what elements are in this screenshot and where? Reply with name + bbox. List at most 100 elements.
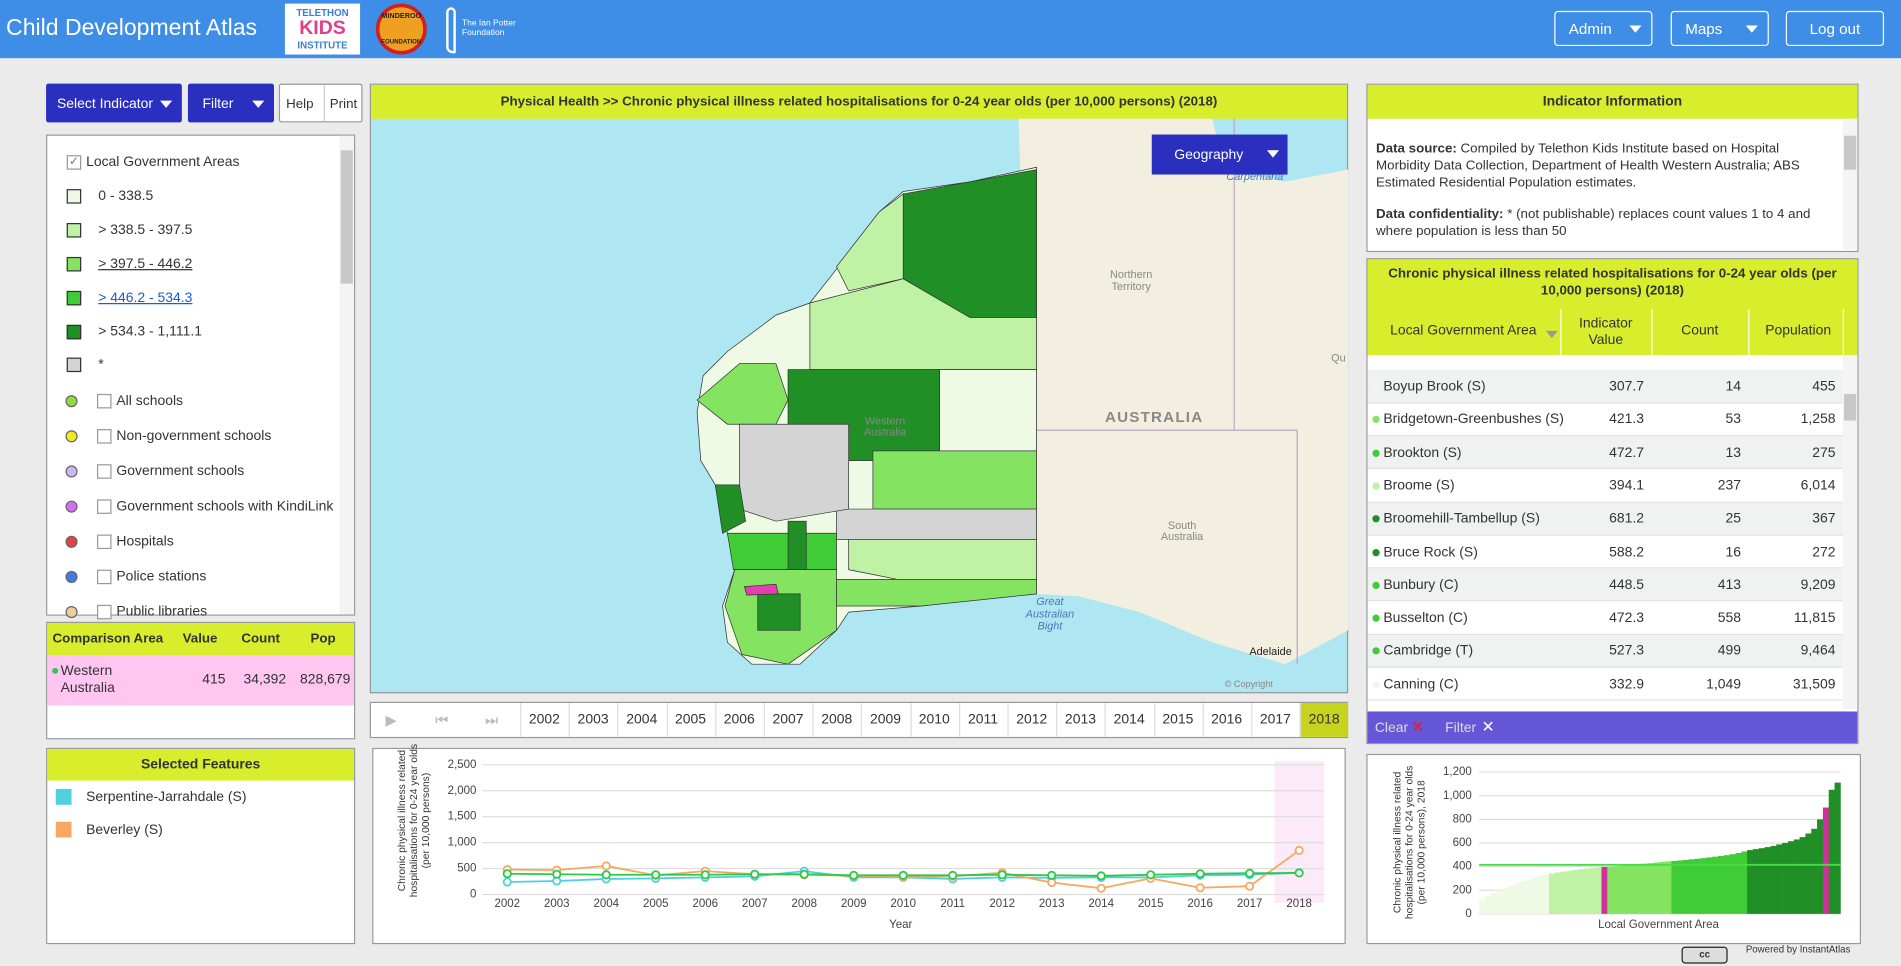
- year-cell[interactable]: [1153, 702, 1203, 737]
- table-cell: 31,509: [1792, 677, 1836, 692]
- panel-title: Selected Features: [140, 757, 261, 773]
- table-cell: 237: [1717, 478, 1741, 494]
- table-title-bar: [1367, 259, 1858, 356]
- column-header[interactable]: Population: [1765, 323, 1832, 339]
- year-label[interactable]: 2015: [1162, 712, 1194, 728]
- year-cell[interactable]: [666, 702, 715, 737]
- info-text: Compiled by Telethon Kids Institute base…: [1376, 141, 1800, 191]
- class-dot: [1372, 449, 1380, 457]
- year-label[interactable]: 2005: [675, 712, 707, 728]
- caret: [252, 100, 265, 108]
- nav-button[interactable]: [1670, 10, 1769, 47]
- checkbox[interactable]: [96, 393, 112, 409]
- column-header[interactable]: Count: [1681, 323, 1719, 339]
- timeline-control[interactable]: ▶: [385, 711, 397, 729]
- table-cell: 11,815: [1793, 610, 1836, 626]
- year-cell[interactable]: [1104, 702, 1154, 737]
- timeline-control[interactable]: ⏮: [435, 711, 449, 729]
- feature-label: Police stations: [116, 569, 207, 585]
- year-cell[interactable]: [715, 702, 764, 737]
- checkbox[interactable]: [96, 534, 112, 550]
- year-label[interactable]: 2018: [1308, 712, 1340, 728]
- legend-label: > 397.5 - 446.2: [98, 256, 193, 272]
- legend-panel: [46, 134, 356, 616]
- bar-chart-panel: [1366, 753, 1861, 945]
- lga-name: Bruce Rock (S): [1383, 544, 1478, 560]
- table-cell: 558: [1717, 610, 1741, 626]
- year-cell[interactable]: [861, 702, 910, 737]
- table-row[interactable]: [1367, 403, 1843, 437]
- column-header[interactable]: Local Government Area: [1390, 323, 1537, 339]
- year-label[interactable]: 2016: [1211, 712, 1243, 728]
- class-dot: [1372, 482, 1380, 490]
- year-label[interactable]: 2007: [772, 712, 804, 728]
- year-cell[interactable]: [1056, 702, 1105, 737]
- logo-text: KIDS: [299, 18, 346, 39]
- year-label[interactable]: 2006: [723, 712, 755, 728]
- nav-button[interactable]: [1785, 10, 1885, 47]
- year-label[interactable]: 2008: [821, 712, 853, 728]
- checkbox[interactable]: [96, 604, 112, 620]
- year-label[interactable]: 2014: [1113, 712, 1145, 728]
- feature-dot: [65, 535, 78, 548]
- year-label[interactable]: 2011: [967, 712, 998, 728]
- table-row[interactable]: [1367, 469, 1843, 503]
- year-cell[interactable]: [568, 702, 618, 737]
- button-label[interactable]: Select Indicator: [56, 96, 154, 112]
- year-cell[interactable]: [909, 702, 959, 737]
- year-cell[interactable]: [520, 702, 569, 737]
- table-row[interactable]: [1367, 536, 1843, 569]
- year-cell[interactable]: [1202, 702, 1251, 737]
- year-cell[interactable]: [1251, 702, 1300, 737]
- nav-label[interactable]: Admin: [1568, 20, 1612, 38]
- line-chart-panel: [372, 747, 1346, 945]
- table-cell: 527.3: [1609, 644, 1644, 659]
- nav-button[interactable]: [1554, 10, 1653, 47]
- checkbox[interactable]: [96, 464, 112, 479]
- column-header[interactable]: Indicator Value: [1579, 316, 1633, 348]
- help-button[interactable]: Help: [286, 96, 314, 112]
- year-cell[interactable]: [1299, 702, 1349, 737]
- table-row[interactable]: [1367, 634, 1843, 668]
- table-row[interactable]: [1367, 370, 1843, 404]
- year-label[interactable]: 2012: [1016, 712, 1048, 728]
- print-button[interactable]: Print: [329, 96, 358, 112]
- feature-label: Public libraries: [116, 604, 208, 620]
- legend-label: *: [98, 357, 104, 373]
- year-cell[interactable]: [958, 702, 1008, 737]
- timeline-control[interactable]: ⏭: [484, 711, 499, 729]
- checkbox[interactable]: [96, 429, 112, 444]
- y-axis-label: Chronic physical illness related hospita…: [395, 743, 432, 898]
- table-row[interactable]: [1367, 502, 1843, 536]
- table-row[interactable]: [1367, 436, 1843, 470]
- comparison-cell: 34,392: [243, 672, 287, 688]
- table-row[interactable]: [1367, 668, 1843, 702]
- year-label[interactable]: 2003: [577, 712, 609, 728]
- year-cell[interactable]: [1007, 702, 1056, 737]
- year-cell[interactable]: [812, 702, 862, 737]
- checkbox[interactable]: [96, 569, 112, 585]
- table-row[interactable]: [1367, 568, 1843, 602]
- checkbox[interactable]: [96, 499, 112, 514]
- year-label[interactable]: 2002: [528, 712, 560, 728]
- nav-label[interactable]: Log out: [1809, 20, 1861, 38]
- year-label[interactable]: 2004: [626, 712, 658, 728]
- year-label[interactable]: 2009: [869, 712, 902, 728]
- filter-button[interactable]: Filter: [1445, 721, 1477, 736]
- select-indicator-button[interactable]: [46, 83, 182, 123]
- year-label[interactable]: 2010: [918, 712, 950, 728]
- nav-label[interactable]: Maps: [1685, 20, 1723, 38]
- caret: [1629, 25, 1642, 33]
- legend-swatch: [66, 256, 82, 272]
- year-label[interactable]: 2013: [1064, 712, 1096, 728]
- clear-button[interactable]: Clear: [1374, 721, 1409, 736]
- year-cell[interactable]: [763, 702, 813, 737]
- year-cell[interactable]: [617, 702, 667, 737]
- table-row[interactable]: [1367, 602, 1843, 635]
- year-label[interactable]: 2017: [1259, 712, 1291, 728]
- button-label[interactable]: Filter: [202, 96, 234, 112]
- column-divider: [1560, 309, 1562, 356]
- info-label: Data confidentiality:: [1376, 207, 1504, 222]
- checkbox[interactable]: ✓: [66, 155, 82, 170]
